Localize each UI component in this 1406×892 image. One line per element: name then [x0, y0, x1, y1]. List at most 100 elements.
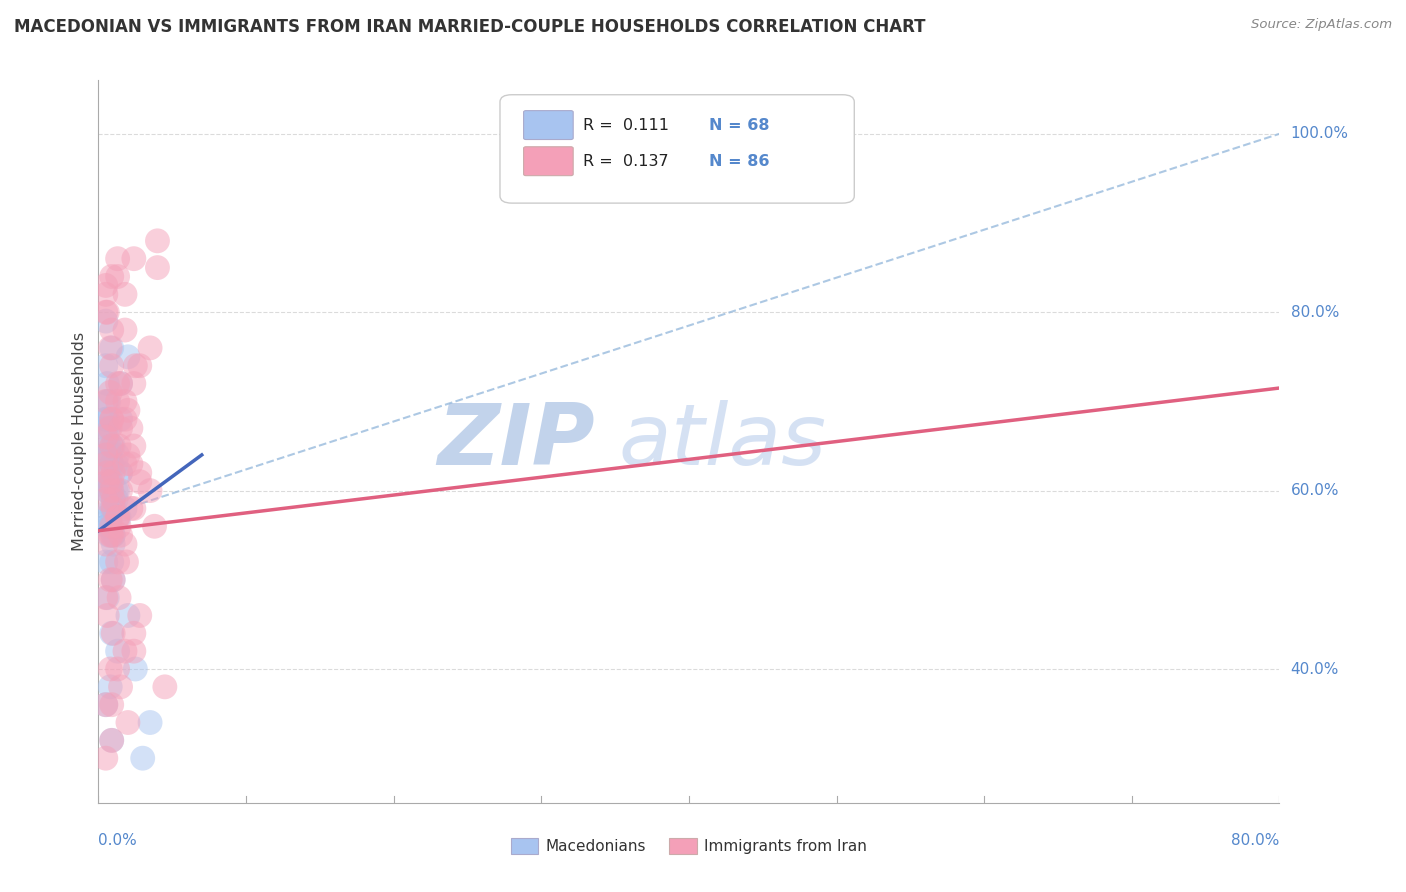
- Point: [103, 573, 125, 587]
- Point: [94, 591, 117, 605]
- Point: [114, 644, 136, 658]
- Point: [107, 448, 129, 462]
- Point: [114, 537, 136, 551]
- Point: [122, 252, 145, 266]
- Point: [153, 680, 176, 694]
- Point: [98, 680, 121, 694]
- Point: [117, 403, 139, 417]
- Point: [107, 644, 129, 658]
- Point: [128, 608, 150, 623]
- Point: [122, 626, 145, 640]
- Point: [96, 412, 118, 426]
- Point: [96, 591, 118, 605]
- Point: [108, 439, 131, 453]
- Point: [120, 501, 142, 516]
- Point: [97, 528, 120, 542]
- Point: [108, 510, 131, 524]
- Point: [117, 448, 139, 462]
- Point: [122, 376, 145, 391]
- Point: [100, 475, 122, 489]
- Point: [97, 421, 120, 435]
- Point: [146, 234, 169, 248]
- Point: [139, 483, 162, 498]
- Point: [107, 662, 129, 676]
- Point: [100, 698, 122, 712]
- Point: [103, 626, 125, 640]
- Point: [110, 680, 132, 694]
- Point: [94, 448, 117, 462]
- Point: [94, 305, 117, 319]
- Point: [96, 483, 118, 498]
- Point: [97, 394, 120, 409]
- Point: [117, 608, 139, 623]
- Point: [124, 662, 146, 676]
- Point: [120, 457, 142, 471]
- Point: [98, 528, 121, 542]
- Point: [103, 528, 125, 542]
- Point: [114, 323, 136, 337]
- Point: [100, 626, 122, 640]
- Point: [100, 341, 122, 355]
- Point: [114, 394, 136, 409]
- Point: [98, 501, 121, 516]
- Point: [128, 466, 150, 480]
- Text: Source: ZipAtlas.com: Source: ZipAtlas.com: [1251, 18, 1392, 31]
- Point: [103, 492, 125, 507]
- Point: [94, 555, 117, 569]
- Point: [100, 439, 122, 453]
- Point: [110, 466, 132, 480]
- Point: [96, 466, 118, 480]
- Text: MACEDONIAN VS IMMIGRANTS FROM IRAN MARRIED-COUPLE HOUSEHOLDS CORRELATION CHART: MACEDONIAN VS IMMIGRANTS FROM IRAN MARRI…: [14, 18, 925, 36]
- Point: [100, 733, 122, 747]
- Point: [110, 466, 132, 480]
- Point: [100, 519, 122, 533]
- Text: 40.0%: 40.0%: [1291, 662, 1339, 676]
- Point: [103, 501, 125, 516]
- Point: [128, 359, 150, 373]
- Point: [98, 519, 121, 533]
- Point: [107, 555, 129, 569]
- Point: [107, 483, 129, 498]
- Text: 80.0%: 80.0%: [1232, 833, 1279, 848]
- Point: [122, 644, 145, 658]
- Point: [96, 394, 118, 409]
- Point: [103, 573, 125, 587]
- Point: [115, 555, 138, 569]
- Point: [114, 287, 136, 301]
- Point: [98, 519, 121, 533]
- Point: [98, 385, 121, 400]
- FancyBboxPatch shape: [523, 111, 574, 139]
- Point: [108, 519, 131, 533]
- Point: [94, 421, 117, 435]
- Point: [103, 439, 125, 453]
- Point: [94, 483, 117, 498]
- Point: [110, 421, 132, 435]
- Point: [96, 305, 118, 319]
- Point: [98, 483, 121, 498]
- Point: [94, 394, 117, 409]
- Point: [146, 260, 169, 275]
- Point: [103, 528, 125, 542]
- Point: [128, 475, 150, 489]
- Point: [110, 483, 132, 498]
- Point: [117, 350, 139, 364]
- Point: [98, 573, 121, 587]
- Point: [94, 751, 117, 765]
- Point: [107, 510, 129, 524]
- Point: [94, 448, 117, 462]
- Point: [100, 483, 122, 498]
- Point: [100, 457, 122, 471]
- Point: [108, 591, 131, 605]
- Point: [96, 475, 118, 489]
- Y-axis label: Married-couple Households: Married-couple Households: [72, 332, 87, 551]
- Point: [98, 519, 121, 533]
- Point: [96, 519, 118, 533]
- Point: [97, 439, 120, 453]
- Point: [104, 501, 127, 516]
- Point: [100, 555, 122, 569]
- Point: [114, 412, 136, 426]
- Point: [94, 457, 117, 471]
- Text: N = 68: N = 68: [709, 118, 769, 133]
- Point: [107, 252, 129, 266]
- Point: [94, 510, 117, 524]
